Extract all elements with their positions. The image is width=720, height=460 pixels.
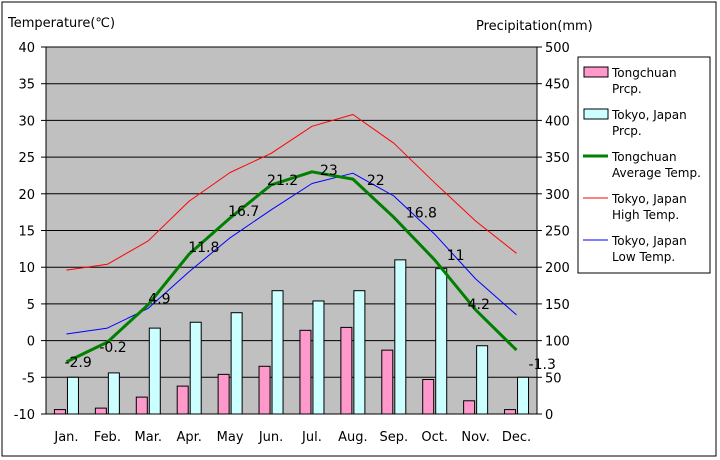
bar-tokyo-prcp [66,376,79,415]
bar-tongchuan-prcp [258,365,271,415]
legend-label: Tokyo, Japan [611,234,687,248]
line-tokyo-high-temp [66,114,517,271]
bar-tongchuan-prcp [176,385,189,415]
bar-tongchuan-prcp [504,409,517,415]
left-tick-label: 15 [18,225,35,240]
bar-tongchuan-prcp [463,400,476,415]
bar-tokyo-prcp [476,345,489,415]
avg-temp-data-label: 11.8 [188,240,219,256]
left-tick-label: 0 [27,335,35,350]
bar-tongchuan-prcp [340,326,353,415]
left-tick-label: -5 [22,371,35,386]
left-axis-title: Temperature(℃) [7,16,115,31]
right-tick-label: 500 [545,41,570,56]
avg-temp-data-label: -2.9 [64,355,91,371]
legend-label: Low Temp. [612,250,675,264]
bar-tongchuan-prcp [381,349,394,415]
bar-tongchuan-prcp [299,329,312,415]
right-tick-label: 450 [545,78,570,93]
legend: Tongchuan Prcp. Tokyo, Japan Prcp. Tongchuan… [577,56,711,274]
avg-temp-data-label: 4.2 [468,297,490,313]
x-category-label: May [217,430,244,445]
legend-label: Prcp. [612,124,642,138]
avg-temp-data-label: 22 [367,173,385,189]
left-tick-label: 20 [18,188,35,203]
bar-tokyo-prcp [312,300,325,415]
legend-swatch [583,66,609,78]
avg-temp-data-label: -0.2 [99,340,126,356]
right-tick-label: 250 [545,225,570,240]
bar-tokyo-prcp [353,290,366,415]
bar-tokyo-prcp [271,290,284,415]
right-tick-label: 350 [545,151,570,166]
bar-tongchuan-prcp [94,407,107,415]
bar-tokyo-prcp [189,321,202,415]
legend-label: High Temp. [612,208,679,222]
right-tick-label: 50 [545,371,562,386]
x-category-label: Jun. [258,430,283,445]
right-axis-title: Precipitation(mm) [476,19,593,34]
x-category-label: Apr. [176,430,201,445]
x-category-label: Dec. [502,430,531,445]
x-category-label: Nov. [461,430,490,445]
left-tick-label: 35 [18,78,35,93]
data-labels: -2.9 -0.2 4.9 11.8 16.7 21.2 23 22 16.8 11 4.2 -1.3 [64,163,555,373]
avg-temp-data-label: 16.7 [228,204,259,220]
right-tick-label: 0 [545,408,553,423]
avg-temp-data-label: 21.2 [267,173,298,189]
x-category-label: Jan. [53,430,78,445]
legend-label: Tokyo, Japan [611,192,687,206]
x-category-label: Oct. [421,430,448,445]
bar-tongchuan-prcp [135,396,148,415]
bar-tokyo-prcp [435,268,448,415]
avg-temp-data-label: 16.8 [406,205,437,221]
avg-temp-data-label: 11 [447,248,465,264]
bar-tokyo-prcp [517,376,530,415]
right-tick-label: 150 [545,298,570,313]
avg-temp-data-label: 23 [320,163,338,179]
bar-tongchuan-prcp [422,379,435,415]
right-tick-label: 200 [545,261,570,276]
bar-tongchuan-prcp [217,373,230,415]
left-tick-label: 5 [27,298,35,313]
right-tick-label: 100 [545,335,570,350]
left-tick-label: 40 [18,41,35,56]
bar-tongchuan-prcp [53,409,66,415]
legend-label: Tokyo, Japan [611,108,687,122]
avg-temp-data-label: -1.3 [529,357,556,373]
left-tick-label: -10 [14,408,35,423]
x-category-label: Sep. [379,430,408,445]
legend-label: Tongchuan [611,66,677,80]
left-tick-label: 30 [18,114,35,129]
x-category-label: Mar. [135,430,162,445]
right-tick-label: 400 [545,114,570,129]
left-tick-label: 10 [18,261,35,276]
line-tongchuan-average-temp [65,170,518,364]
bar-tokyo-prcp [394,259,407,415]
bar-tokyo-prcp [107,372,120,415]
avg-temp-data-label: 4.9 [148,292,170,308]
x-category-label: Jul. [301,430,322,445]
legend-label: Prcp. [612,82,642,96]
right-tick-label: 300 [545,188,570,203]
legend-swatch [583,108,609,120]
left-tick-label: 25 [18,151,35,166]
bar-tokyo-prcp [148,327,161,415]
legend-box [577,56,711,274]
legend-label: Average Temp. [612,166,701,180]
grid-lines [46,83,537,378]
line-series [65,114,518,364]
x-category-label: Feb. [94,430,121,445]
legend-label: Tongchuan [611,150,677,164]
x-category-label: Aug. [338,430,368,445]
bar-tokyo-prcp [230,312,243,415]
